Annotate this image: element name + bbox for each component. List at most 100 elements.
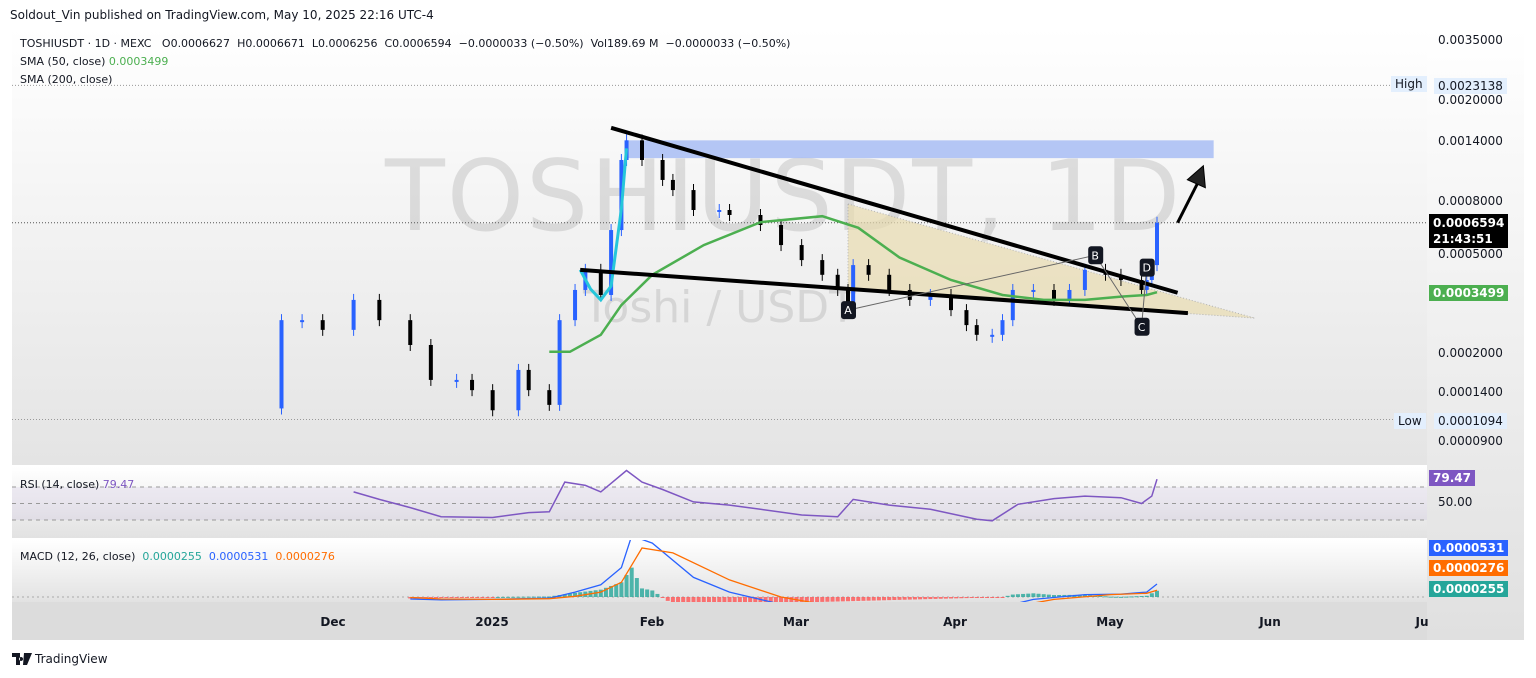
sma50-value: 0.0003499 [108,55,169,68]
candle [428,344,433,380]
macd-histogram-bar [1021,593,1026,597]
macd-histogram-bar [593,590,598,597]
macd-histogram-bar [737,597,742,602]
macd-histogram-bar [506,596,511,598]
macd-histogram-bar [542,596,547,598]
triangle-pattern [847,203,1255,319]
candle [660,159,665,180]
watermark-pair: Toshi / USDT [583,282,857,333]
macd-histogram-bar [573,592,578,597]
price-pane[interactable] [12,28,1427,465]
macd-histogram-bar [825,597,830,602]
price-axis[interactable] [1427,28,1524,640]
candle [526,369,531,391]
candle [1139,280,1144,290]
ohlc-high: H0.0006671 [237,37,305,50]
candle [1082,269,1087,290]
macd-histogram-bar [923,597,928,600]
macd-histogram-bar [1113,596,1118,598]
candle [1031,289,1036,292]
candle [928,294,933,300]
macd-histogram-bar [1005,595,1010,597]
candle [1067,289,1072,300]
macd-histogram-bar [753,597,758,602]
macd-histogram-bar [789,597,794,602]
candle [377,299,382,321]
macd-histogram-bar [799,597,804,602]
macd-histogram-bar [840,597,845,602]
macd-histogram-bar [500,596,505,598]
macd-histogram-bar [768,597,773,602]
symbol-legend: TOSHIUSDT · 1D · MEXC O0.0006627 H0.0006… [20,37,790,50]
time-axis[interactable] [12,602,1427,640]
macd-histogram-bar [851,597,856,602]
price-tick: 0.0008000 [1438,194,1503,208]
candle [408,320,413,345]
macd-histogram-bar [650,590,655,597]
time-tick: 2025 [475,615,509,629]
macd-histogram-bar [835,597,840,602]
macd-histogram-bar [706,597,711,602]
rsi-legend[interactable]: RSI (14, close) 79.47 [20,478,134,491]
sma50-label: SMA (50, close) [20,55,106,68]
last-price-tag: 0.0006594 21:43:51 [1429,214,1509,248]
candle [609,230,614,295]
candle [964,310,969,326]
rsi-value: 79.47 [102,478,135,491]
macd-hist-value: 0.0000255 [142,550,202,563]
sma200-legend[interactable]: SMA (200, close) [20,73,112,86]
macd-line [410,540,1158,602]
tradingview-logo[interactable]: TradingView [12,652,108,666]
macd-pane[interactable] [12,540,1427,602]
pattern-point-label-d: D [1142,262,1150,275]
macd-histogram-bar [1118,596,1123,598]
candle [490,390,495,411]
macd-histogram-bar [928,597,933,600]
macd-histogram-bar [1155,590,1159,597]
sma50-legend[interactable]: SMA (50, close) 0.0003499 [20,55,168,68]
candle [279,320,284,409]
candle [887,274,892,290]
macd-histogram-bar [686,597,691,602]
macd-histogram-bar [820,597,825,602]
macd-histogram-bar [902,597,907,600]
candle [1010,289,1015,321]
macd-histogram-bar [907,597,912,600]
macd-histogram-bar [748,597,753,602]
macd-signal-value: 0.0000276 [275,550,335,563]
rsi-axis-tag: 79.47 [1429,470,1475,486]
macd-histogram-bar [629,567,634,597]
up-arrow-shaft [1176,179,1201,224]
macd-histogram-bar [846,597,850,602]
macd-histogram-bar [1082,594,1087,597]
macd-histogram-bar [567,593,572,597]
pattern-point-label-b: B [1091,249,1099,262]
macd-histogram-bar [640,588,644,597]
candle [820,260,825,275]
time-tick: Dec [320,615,346,629]
rsi-pane[interactable] [12,467,1427,538]
macd-histogram-bar [660,597,665,598]
candle [974,325,979,335]
macd-histogram-bar [428,597,433,599]
price-tick: 0.0020000 [1438,93,1503,107]
macd-legend[interactable]: MACD (12, 26, close) 0.0000255 0.0000531… [20,550,335,563]
macd-histogram-bar [578,592,583,597]
candle [300,320,305,323]
candle [640,140,644,160]
macd-histogram-bar [959,597,964,599]
symbol-info[interactable]: TOSHIUSDT · 1D · MEXC [20,37,152,50]
high-label: High [1391,76,1427,92]
macd-histogram-bar [562,594,567,597]
macd-histogram-bar [861,597,866,601]
pattern-point-badge [1088,246,1104,265]
macd-histogram-bar [1144,595,1149,597]
price-tick: 0.0005000 [1438,247,1503,261]
candle [779,225,784,246]
macd-histogram-bar [1010,594,1015,597]
macd-histogram-bar [871,597,876,601]
macd-histogram-bar [912,597,917,600]
macd-histogram-bar [537,596,541,598]
upper-trendline [610,125,1179,295]
